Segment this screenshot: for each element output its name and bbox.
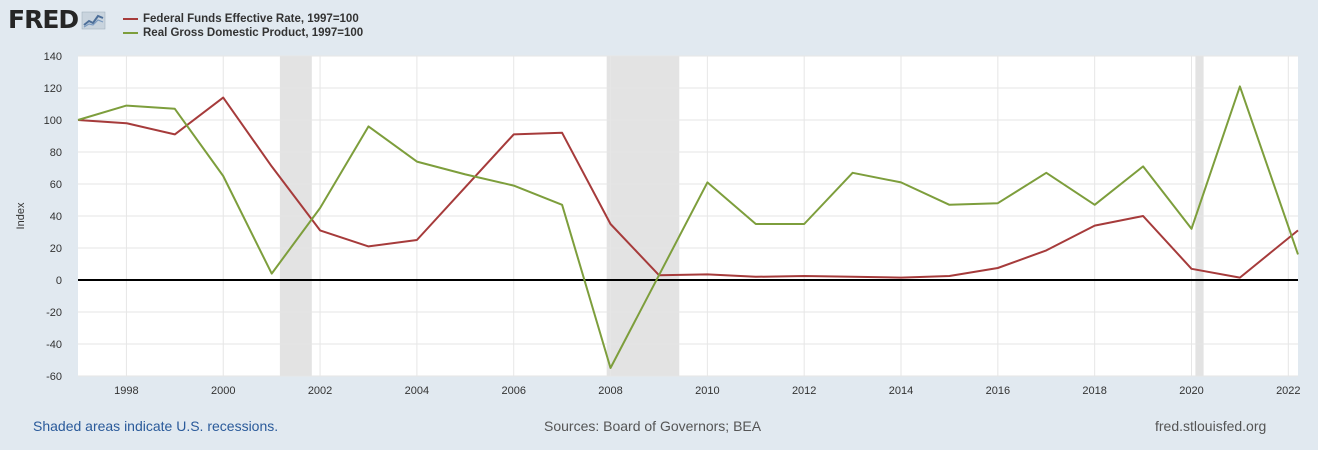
y-tick-label: 100 xyxy=(44,115,62,127)
legend-item-gdp[interactable]: Real Gross Domestic Product, 1997=100 xyxy=(123,26,363,40)
y-axis-title: Index xyxy=(15,202,27,229)
y-tick-label: 60 xyxy=(50,179,62,191)
legend-swatch-fed-funds xyxy=(123,18,138,20)
x-tick-label: 2000 xyxy=(211,385,235,397)
x-tick-label: 2010 xyxy=(695,385,719,397)
x-tick-label: 2006 xyxy=(501,385,525,397)
y-axis-ticks: -60 -40 -20 0 20 40 60 80 100 120 140 xyxy=(44,51,62,383)
x-tick-label: 2012 xyxy=(792,385,816,397)
y-tick-label: -60 xyxy=(46,371,62,383)
x-axis-ticks: 1998 2000 2002 2004 2006 2008 2010 2012 2014 2016… xyxy=(114,385,1300,397)
sources-text: Sources: Board of Governors; BEA xyxy=(544,418,762,434)
y-tick-label: 140 xyxy=(44,51,62,63)
series-lines xyxy=(77,85,1299,369)
chart-legend: Federal Funds Effective Rate, 1997=100 R… xyxy=(123,12,363,40)
y-tick-label: 20 xyxy=(50,243,62,255)
x-tick-label: 2022 xyxy=(1276,385,1300,397)
x-tick-label: 2016 xyxy=(986,385,1010,397)
x-tick-label: 2004 xyxy=(405,385,429,397)
line-chart: -60 -40 -20 0 20 40 60 80 100 120 140 1998 2000 2002… xyxy=(15,51,1301,397)
legend-item-fed-funds[interactable]: Federal Funds Effective Rate, 1997=100 xyxy=(123,12,363,26)
y-tick-label: 0 xyxy=(56,275,62,287)
x-tick-label: 1998 xyxy=(114,385,138,397)
legend-label-gdp: Real Gross Domestic Product, 1997=100 xyxy=(143,27,364,39)
line-graph-icon xyxy=(81,11,106,30)
x-tick-label: 2020 xyxy=(1179,385,1203,397)
x-tick-label: 2008 xyxy=(598,385,622,397)
fred-logo[interactable]: FRED xyxy=(8,6,107,34)
legend-swatch-gdp xyxy=(123,32,138,34)
series-line-0 xyxy=(77,96,1299,279)
source-url-link[interactable]: fred.stlouisfed.org xyxy=(1155,418,1267,434)
y-tick-label: 80 xyxy=(50,147,62,159)
x-tick-label: 2014 xyxy=(889,385,913,397)
x-tick-label: 2018 xyxy=(1082,385,1106,397)
y-tick-label: 40 xyxy=(50,211,62,223)
y-tick-label: -20 xyxy=(46,307,62,319)
fred-logo-text: FRED xyxy=(8,5,79,34)
y-tick-label: 120 xyxy=(44,83,62,95)
x-tick-label: 2002 xyxy=(308,385,332,397)
legend-label-fed-funds: Federal Funds Effective Rate, 1997=100 xyxy=(143,13,359,25)
y-tick-label: -40 xyxy=(46,339,62,351)
series-line-1 xyxy=(77,85,1299,369)
recession-note: Shaded areas indicate U.S. recessions. xyxy=(33,418,279,434)
